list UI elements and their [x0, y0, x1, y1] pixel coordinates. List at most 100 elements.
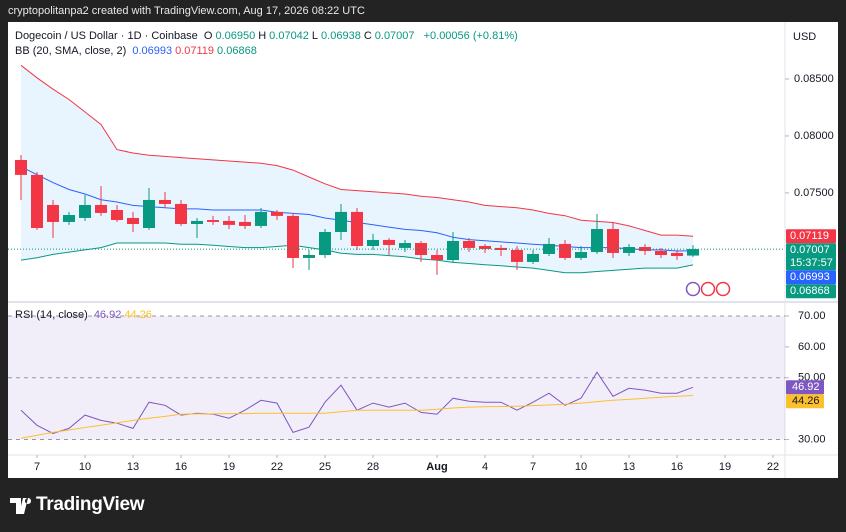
ohlc-value: 0.07042 [269, 30, 309, 42]
candle-body [367, 239, 379, 246]
candle-body [255, 211, 267, 226]
candle-body [431, 254, 443, 261]
candle-body [511, 249, 523, 262]
x-tick-label: 19 [223, 461, 235, 473]
price-label: 0.06993 [790, 271, 830, 283]
countdown: 15:37:57 [790, 257, 833, 269]
candle-body [111, 209, 123, 221]
x-tick-label: 25 [319, 461, 331, 473]
y-tick-label: 0.08000 [794, 130, 834, 142]
candle-body [527, 253, 539, 262]
candle-body [335, 211, 347, 232]
price-label-box [786, 284, 836, 299]
ohlc-key: H [258, 30, 267, 42]
x-tick-label: 7 [530, 461, 536, 473]
candle-body [463, 240, 475, 248]
price-label-box [786, 229, 836, 244]
candle-body [47, 204, 59, 222]
candle-body [623, 247, 635, 253]
ohlc-key: L [311, 30, 319, 42]
bb-value: 0.07119 [175, 45, 215, 57]
candle-body [127, 217, 139, 225]
rsi-tick-label: 60.00 [798, 341, 826, 353]
rsi-label: 44.26 [792, 395, 820, 407]
price-label: 0.07007 [790, 244, 830, 256]
candle-body [79, 204, 91, 218]
rsi-label-box [786, 394, 824, 409]
x-tick-label: 22 [767, 461, 779, 473]
y-tick-label: 0.08500 [794, 73, 834, 85]
credit: cryptopolitanpa2 created with TradingVie… [8, 5, 365, 17]
rsi-line [20, 395, 694, 439]
x-tick-label: 28 [367, 461, 379, 473]
rsi-band [8, 315, 785, 440]
candle-body [31, 174, 43, 228]
ohlc: O 0.06950 H 0.07042 L 0.06938 C 0.07007 [204, 30, 418, 42]
candle-body [399, 243, 411, 248]
event-icon [700, 281, 716, 297]
title: Dogecoin / US Dollar · 1D · Coinbase [15, 30, 198, 42]
logo-icon [10, 498, 32, 514]
bb-value: 0.06993 [132, 45, 173, 57]
ohlc-key: C [363, 30, 372, 42]
bb-value: 0.06868 [217, 45, 257, 57]
ohlc-value: 0.06938 [321, 30, 361, 42]
rsi-name: RSI (14, close) [15, 309, 88, 321]
x-tick-label: 13 [127, 461, 139, 473]
x-tick-label: 7 [34, 461, 40, 473]
event-icon [715, 281, 731, 297]
brand: TradingView [36, 494, 145, 515]
candle-body [319, 231, 331, 255]
chart-frame: 0.08500 0.08000 0.07500 7 10 13 16 19 22 25 28 Aug 4… [8, 22, 838, 478]
band-line [20, 64, 694, 237]
rsi-legend: RSI (14, close) 46.92 44.26 [15, 309, 155, 321]
rsi-value: 46.92 [93, 309, 122, 321]
change: +0.00056 (+0.81%) [423, 30, 518, 42]
candle-body [159, 199, 171, 204]
price-label-box [786, 270, 836, 285]
candle-body [175, 203, 187, 225]
price-label-box [786, 243, 836, 271]
candle-body [287, 215, 299, 258]
candle-body [191, 220, 203, 225]
bb-legend: BB (20, SMA, close, 2) 0.06993 0.07119 0.0… [15, 45, 260, 57]
x-tick-label: 10 [79, 461, 91, 473]
x-tick-label: 10 [575, 461, 587, 473]
price-pane [15, 64, 699, 275]
candle-body [575, 252, 587, 258]
ohlc-value: 0.07007 [374, 30, 415, 42]
ohlc-key: O [203, 30, 213, 42]
currency: USD [793, 31, 817, 43]
rsi-tick-label: 30.00 [798, 433, 826, 445]
x-tick-label: 19 [719, 461, 731, 473]
event-icon [685, 281, 701, 297]
candle-body [239, 221, 251, 226]
candle-body [591, 229, 603, 253]
x-tick-label: 16 [671, 461, 683, 473]
x-tick-label: 22 [271, 461, 283, 473]
candle-body [447, 240, 459, 261]
candle-body [559, 243, 571, 258]
candle-body [655, 251, 667, 255]
candle-body [687, 249, 699, 256]
chart: 0.08500 0.08000 0.07500 7 10 13 16 19 22 25 28 Aug 4… [8, 22, 838, 478]
band-line [20, 242, 694, 274]
price-label: 0.06868 [790, 285, 830, 297]
x-tick-label: Aug [426, 461, 447, 473]
candle-body [479, 245, 491, 249]
rsi-value: 44.26 [124, 309, 152, 321]
price-label: 0.07119 [790, 230, 829, 242]
ohlc-value: 0.06950 [215, 30, 256, 42]
x-tick-label: 13 [623, 461, 635, 473]
candle-body [143, 199, 155, 228]
candle-body [415, 243, 427, 255]
candle-body [271, 211, 283, 216]
symbol-legend: Dogecoin / US Dollar · 1D · Coinbase O 0.… [15, 30, 521, 42]
rsi-label: 46.92 [792, 381, 820, 393]
candle-body [15, 159, 27, 175]
y-tick-label: 0.07500 [794, 187, 834, 199]
rsi-tick-label: 70.00 [798, 310, 826, 322]
bb-name: BB (20, SMA, close, 2) [15, 45, 127, 57]
rsi-label-box [786, 380, 824, 395]
